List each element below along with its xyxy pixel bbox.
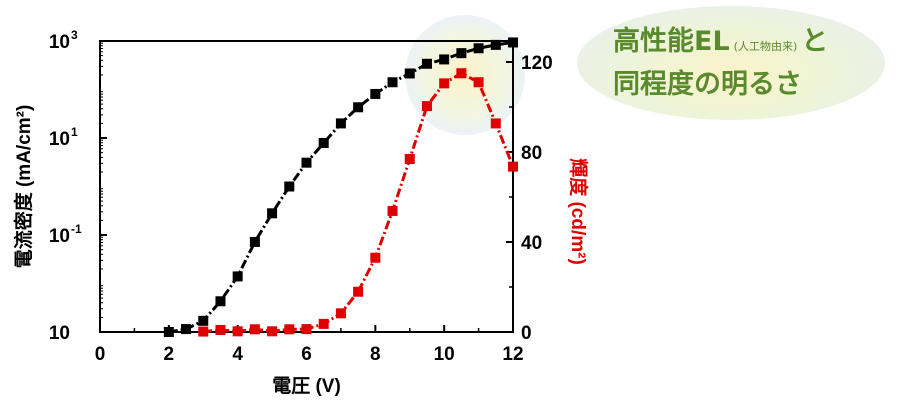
data-point xyxy=(353,102,364,113)
x-tick-label: 12 xyxy=(502,344,523,365)
data-point xyxy=(508,161,518,172)
data-point xyxy=(421,58,432,69)
data-point xyxy=(370,88,381,99)
x-tick-label: 6 xyxy=(301,344,312,365)
x-tick-label: 10 xyxy=(434,344,455,365)
data-point xyxy=(267,208,278,219)
y2-tick-label: 120 xyxy=(521,53,553,74)
data-point xyxy=(456,68,467,79)
data-point xyxy=(490,39,501,50)
data-point xyxy=(473,77,484,88)
data-point xyxy=(232,326,243,337)
x-tick-label: 2 xyxy=(164,344,175,365)
data-point xyxy=(198,326,209,337)
y-tick-exponent: 1 xyxy=(71,125,78,139)
y2-tick-label: 40 xyxy=(521,233,542,254)
y-axis-label: 電流密度 (mA/cm²) xyxy=(12,105,35,269)
data-point xyxy=(456,48,467,59)
data-point xyxy=(353,286,364,297)
data-point xyxy=(404,68,415,79)
data-point xyxy=(439,54,450,65)
data-point xyxy=(335,118,346,129)
y-tick-exponent: -1 xyxy=(71,222,82,236)
callout-line2: 同程度の明るさ xyxy=(613,68,802,100)
data-point xyxy=(284,181,295,192)
data-point xyxy=(421,101,432,112)
callout-line1: 高性能EL xyxy=(613,25,730,57)
x-tick-label: 4 xyxy=(232,344,243,365)
data-point xyxy=(318,318,329,329)
y2-tick-label: 0 xyxy=(521,323,532,344)
data-point xyxy=(181,324,192,335)
x-tick-label: 0 xyxy=(95,344,106,365)
y-tick-exponent: 3 xyxy=(71,28,78,42)
callout-note: (人工物由来) xyxy=(733,39,798,53)
data-point xyxy=(473,43,484,54)
data-point xyxy=(301,157,312,168)
data-point xyxy=(387,77,398,88)
callout-line1-end: と xyxy=(801,25,829,57)
data-point xyxy=(215,296,226,307)
data-point xyxy=(215,324,226,335)
y-tick-label: 10 xyxy=(49,323,70,344)
data-point xyxy=(267,326,278,337)
data-point xyxy=(284,324,295,335)
data-point xyxy=(508,37,518,48)
data-point xyxy=(249,324,260,335)
data-point xyxy=(249,236,260,247)
data-point xyxy=(232,271,243,282)
data-point xyxy=(370,252,381,263)
data-point xyxy=(318,137,329,148)
y-tick-label: 10 xyxy=(49,226,70,247)
y-tick-label: 10 xyxy=(49,129,70,150)
data-point xyxy=(490,118,501,129)
y2-axis-label: 輝度 (cd/m²) xyxy=(567,158,590,265)
x-tick-label: 8 xyxy=(370,344,381,365)
data-point xyxy=(387,205,398,216)
y-tick-label: 10 xyxy=(49,32,70,53)
data-point xyxy=(335,308,346,319)
y2-tick-label: 80 xyxy=(521,143,542,164)
data-point xyxy=(163,327,174,337)
data-point xyxy=(301,324,312,335)
data-point xyxy=(198,315,209,326)
x-axis-label: 電圧 (V) xyxy=(272,375,341,397)
callout-bubble: 高性能EL (人工物由来) と 同程度の明るさ xyxy=(577,6,885,120)
data-point xyxy=(439,78,450,89)
data-point xyxy=(404,153,415,164)
